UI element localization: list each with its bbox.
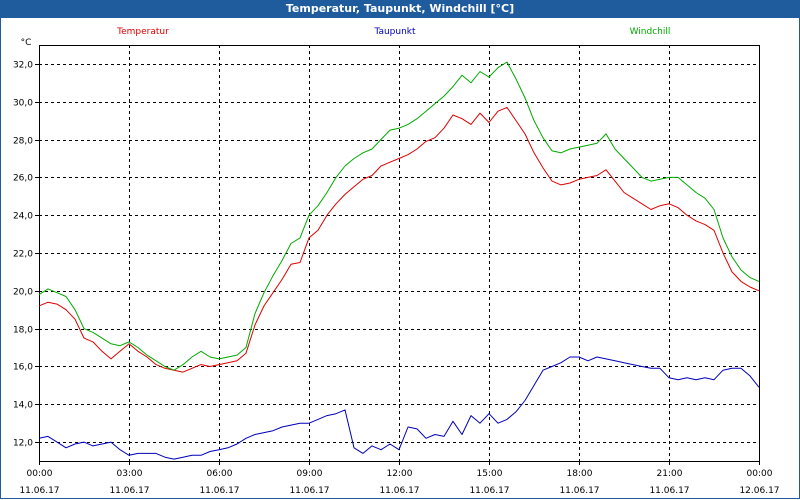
x-tick-date: 11.06.17 bbox=[379, 486, 419, 496]
x-tick-time: 03:00 bbox=[117, 469, 143, 479]
series-line-windchill bbox=[38, 61, 760, 371]
x-tick-time: 12:00 bbox=[387, 469, 413, 479]
y-tick-label: 30,0 bbox=[13, 99, 33, 109]
x-tick-date: 11.06.17 bbox=[649, 486, 689, 496]
y-tick-label: 12,0 bbox=[13, 439, 33, 449]
x-tick-time: 18:00 bbox=[567, 469, 593, 479]
series-line-taupunkt bbox=[38, 356, 760, 460]
legend-entry-windchill: Windchill bbox=[630, 27, 671, 37]
x-tick-time: 21:00 bbox=[657, 469, 683, 479]
y-tick-label: 14,0 bbox=[13, 401, 33, 411]
grid-lines bbox=[39, 45, 759, 461]
legend-entry-temperatur: Temperatur bbox=[116, 27, 169, 37]
series-line-temperatur bbox=[38, 106, 760, 373]
x-tick-time: 00:00 bbox=[27, 469, 53, 479]
x-tick-date: 11.06.17 bbox=[469, 486, 509, 496]
y-tick-label: 24,0 bbox=[13, 212, 33, 222]
x-tick-date: 11.06.17 bbox=[19, 486, 59, 496]
legend-entry-taupunkt: Taupunkt bbox=[373, 27, 416, 37]
x-tick-date: 11.06.17 bbox=[289, 486, 329, 496]
x-tick-date: 11.06.17 bbox=[109, 486, 149, 496]
y-tick-label: 32,0 bbox=[13, 61, 33, 71]
y-axis-unit: °C bbox=[21, 38, 32, 48]
window-title: Temperatur, Taupunkt, Windchill [°C] bbox=[285, 2, 515, 15]
y-tick-label: 18,0 bbox=[13, 326, 33, 336]
window-title-bar: Temperatur, Taupunkt, Windchill [°C] bbox=[0, 0, 800, 18]
plot-border bbox=[39, 45, 760, 462]
x-tick-time: 00:00 bbox=[747, 469, 773, 479]
x-tick-time: 09:00 bbox=[297, 469, 323, 479]
y-tick-label: 26,0 bbox=[13, 174, 33, 184]
x-tick-date: 12.06.17 bbox=[739, 486, 779, 496]
x-tick-time: 06:00 bbox=[207, 469, 233, 479]
y-tick-label: 28,0 bbox=[13, 137, 33, 147]
y-tick-label: 20,0 bbox=[13, 288, 33, 298]
axes bbox=[35, 45, 760, 465]
x-tick-time: 15:00 bbox=[477, 469, 503, 479]
series-lines bbox=[38, 61, 760, 460]
y-tick-label: 22,0 bbox=[13, 250, 33, 260]
x-tick-date: 11.06.17 bbox=[199, 486, 239, 496]
y-tick-label: 16,0 bbox=[13, 363, 33, 373]
legend: Temperatur Taupunkt Windchill bbox=[116, 27, 670, 37]
x-tick-date: 11.06.17 bbox=[559, 486, 599, 496]
tick-labels: 12,0 14,0 16,0 18,0 20,0 22,0 24,0 26,0 28,0 30,0… bbox=[13, 38, 780, 496]
